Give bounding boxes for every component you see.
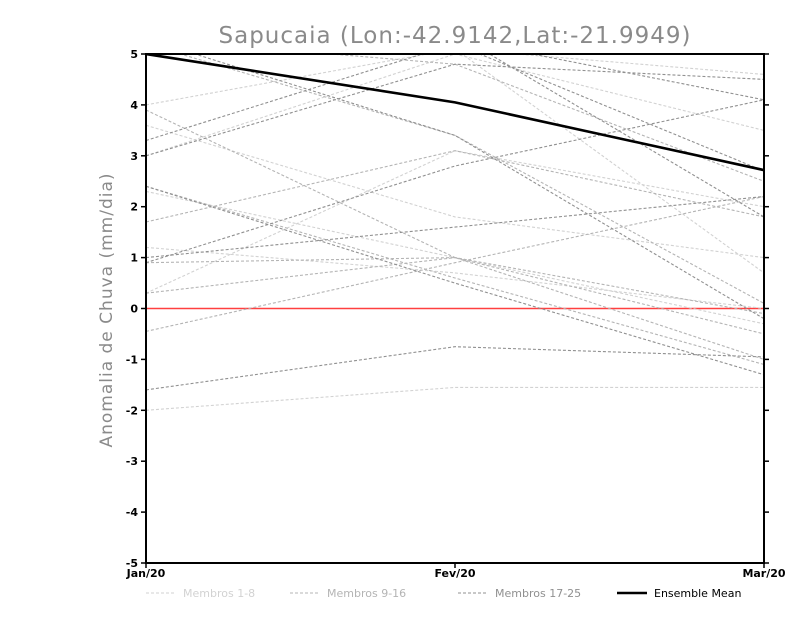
- series-line-g2-6: [146, 257, 764, 315]
- ensemble-mean-line: [146, 54, 764, 172]
- legend: Membros 1-8 Membros 9-16 Membros 17-25 Ense…: [146, 587, 741, 600]
- series-line-g2-7: [146, 185, 764, 366]
- series-line-g1-1: [146, 124, 764, 259]
- series-line-g2-5: [324, 54, 764, 182]
- series-line-g1-5: [146, 150, 764, 294]
- legend-label-g2: Membros 9-16: [327, 587, 406, 600]
- series-line-g1-4: [146, 386, 764, 411]
- series-line-g1-3: [146, 246, 764, 310]
- series-line-g2-8: [178, 54, 764, 304]
- series-line-g2-2: [146, 109, 764, 335]
- x-tick-label: Fev/20: [434, 567, 475, 580]
- y-tick-label: 1: [130, 252, 138, 265]
- legend-label-g3: Membros 17-25: [495, 587, 581, 600]
- y-tick-label: -2: [126, 404, 138, 417]
- series-line-g2-4: [146, 195, 764, 332]
- series-line-g3-5: [146, 63, 764, 157]
- series-line-g1-2: [146, 54, 764, 157]
- series-line-g2-3: [146, 257, 764, 360]
- y-tick-label: -4: [126, 506, 139, 519]
- x-tick-label: Mar/20: [742, 567, 785, 580]
- y-tick-label: 0: [130, 303, 138, 316]
- series-line-g2-1: [146, 150, 764, 223]
- series-line-g3-6: [193, 54, 764, 320]
- series-line-g3-1: [146, 346, 764, 391]
- series-line-g3-3: [146, 195, 764, 259]
- y-axis-label: Anomalia de Chuva (mm/dia): [97, 172, 117, 447]
- y-tick-label: 3: [130, 150, 138, 163]
- y-tick-label: -1: [126, 353, 138, 366]
- series-line-g1-8: [510, 54, 764, 75]
- x-tick-label: Jan/20: [126, 567, 166, 580]
- series-line-g3-4: [146, 185, 764, 376]
- y-tick-label: -3: [126, 455, 138, 468]
- y-tick-label: -5: [126, 557, 138, 570]
- legend-label-g1: Membros 1-8: [183, 587, 255, 600]
- series-line-g1-6: [146, 54, 764, 274]
- legend-label-mean: Ensemble Mean: [654, 587, 741, 600]
- chart-title: Sapucaia (Lon:-42.9142,Lat:-21.9949): [219, 23, 692, 49]
- y-tick-label: 5: [130, 48, 138, 61]
- series-line-g3-2: [146, 99, 764, 264]
- y-tick-label: 2: [130, 201, 138, 214]
- series-line-g3-9: [146, 54, 764, 172]
- y-tick-label: 4: [130, 99, 138, 112]
- series-lines: [146, 54, 764, 411]
